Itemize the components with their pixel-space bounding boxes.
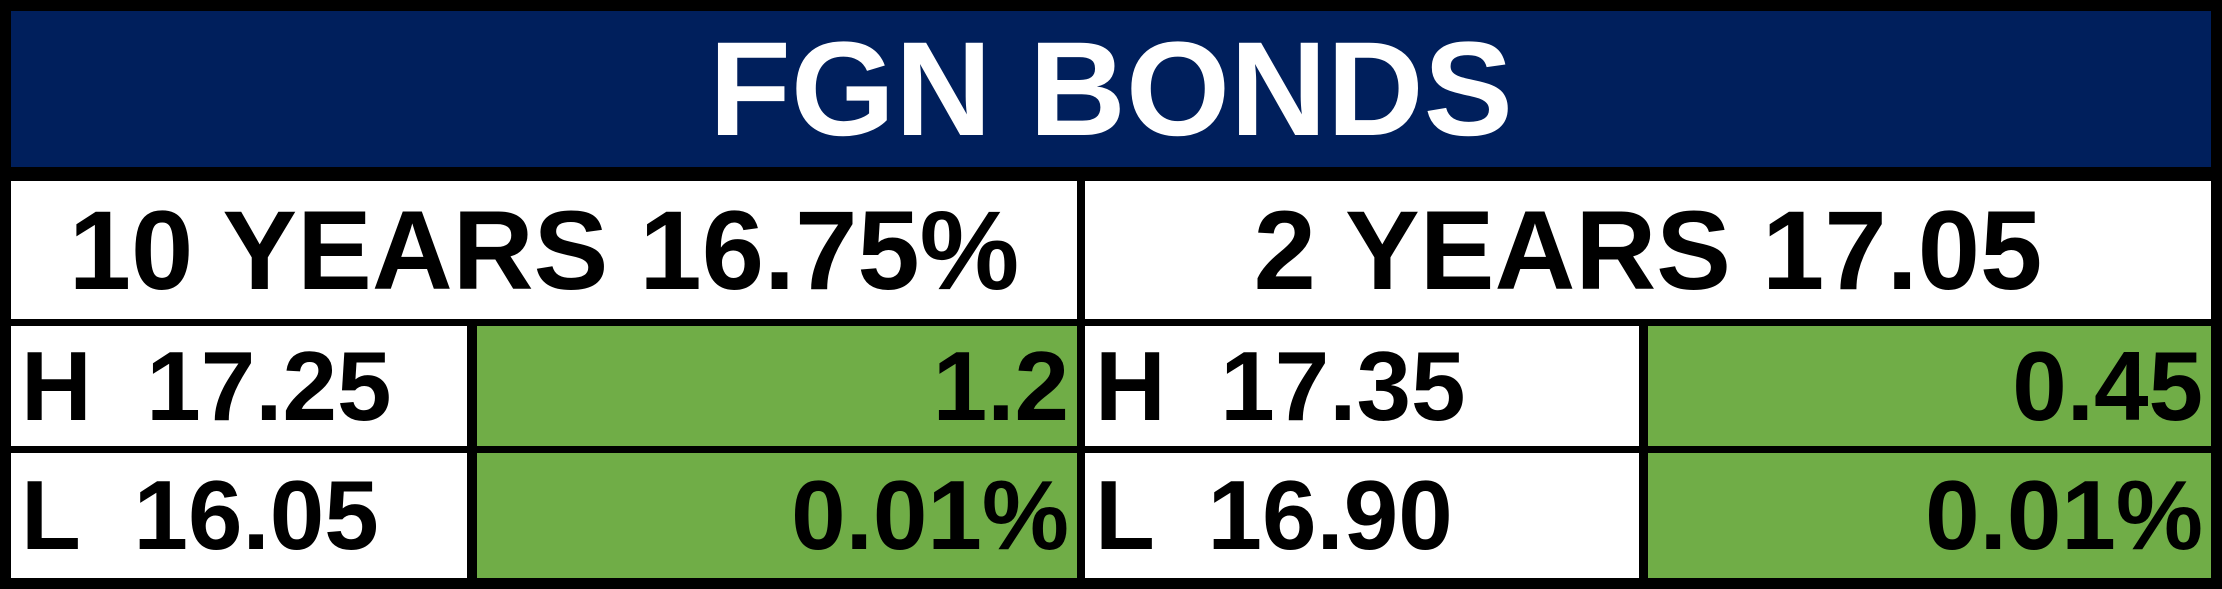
change-cell: 0.01%: [477, 453, 1077, 578]
change-cell: 0.01%: [1648, 453, 2211, 578]
title: FGN BONDS: [11, 11, 2211, 167]
high-label: H 17.25: [11, 326, 467, 446]
low-label: L 16.05: [11, 453, 467, 578]
column-header: 2 YEARS 17.05: [1085, 181, 2211, 319]
change-cell: 0.45: [1648, 326, 2211, 446]
high-label: H 17.35: [1085, 326, 1639, 446]
change-cell: 1.2: [477, 326, 1077, 446]
column-header: 10 YEARS 16.75%: [11, 181, 1077, 319]
low-label: L 16.90: [1085, 453, 1639, 578]
